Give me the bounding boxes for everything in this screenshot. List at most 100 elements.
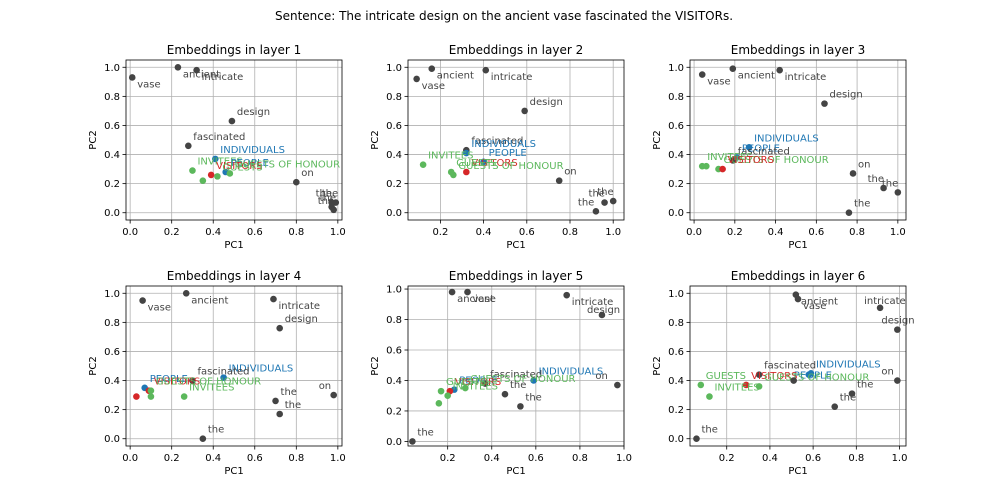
y-tick-label: 0.2: [386, 406, 402, 417]
x-tick-label: 0.8: [848, 453, 864, 464]
point-label: intricate: [491, 72, 533, 83]
data-point: [180, 393, 188, 400]
x-tick-label: 0.0: [122, 227, 138, 238]
data-point: [330, 391, 337, 399]
data-point: [563, 291, 570, 299]
x-tick-label: 0.2: [727, 227, 743, 238]
panel-2: 0.2 0.4 0.6 0.8 1.0 0.0 0.2 0.4 0.6 0.8 1.0 vaseanc…: [370, 43, 625, 251]
point-label: fascinated: [193, 132, 245, 143]
data-point: [517, 403, 524, 410]
point-label: the: [525, 392, 541, 403]
point-label: VISITORS: [216, 161, 262, 172]
point-label: on: [564, 167, 576, 178]
panel-3: 0.0 0.2 0.4 0.6 0.8 1.0 0.0 0.2 0.4 0.6 0.8 1.0 vase…: [652, 43, 907, 251]
data-point: [226, 170, 234, 177]
point-label: the: [322, 189, 338, 200]
data-point: [706, 393, 713, 400]
data-point: [614, 381, 621, 389]
data-point: [419, 161, 427, 169]
x-tick-label: 0.2: [719, 453, 735, 464]
x-tick-label: 1.0: [892, 453, 908, 464]
y-tick-label: 0.8: [386, 315, 402, 326]
data-point: [464, 288, 471, 296]
data-point: [703, 162, 710, 170]
y-axis-label: PC2: [88, 130, 99, 149]
y-tick-label: 0.4: [386, 376, 402, 387]
data-point: [409, 438, 416, 445]
point-label: vase: [137, 79, 160, 90]
x-axis-label: PC1: [788, 240, 807, 251]
point-label: the: [316, 189, 332, 200]
y-tick-label: 0.8: [668, 92, 684, 103]
point-label: vase: [148, 303, 171, 314]
data-point: [330, 206, 337, 214]
point-label: PEOPLE: [742, 143, 780, 154]
x-tick-label: 1.0: [605, 227, 621, 238]
y-tick-label: 0.8: [386, 92, 402, 103]
point-label: intricate: [864, 296, 906, 307]
point-label: VISITORS: [728, 155, 774, 166]
data-point: [821, 100, 828, 107]
x-axis-label: PC1: [224, 240, 243, 251]
point-label: vase: [473, 294, 496, 305]
x-axis-label: PC1: [224, 466, 243, 477]
x-tick-label: 1.0: [890, 227, 906, 238]
y-tick-label: 0.2: [668, 405, 684, 416]
point-label: the: [417, 427, 433, 438]
point-label: on: [319, 381, 331, 392]
point-label: intricate: [202, 72, 244, 83]
y-axis-label: PC2: [652, 130, 663, 149]
data-point: [189, 167, 196, 174]
panel-4: 0.0 0.2 0.4 0.6 0.8 1.0 0.0 0.2 0.4 0.6 0.8 1.0 vase…: [88, 269, 346, 477]
data-point: [212, 155, 219, 163]
point-label: GUESTS OF HONOUR: [724, 155, 829, 166]
data-point: [437, 387, 445, 395]
data-point: [228, 117, 236, 125]
point-label: GUESTS OF HONOUR: [458, 161, 563, 172]
y-tick-label: 1.0: [668, 63, 684, 74]
data-point: [755, 371, 763, 379]
data-point: [880, 184, 887, 192]
panel-title: Embeddings in layer 4: [167, 269, 301, 283]
point-label: intricate: [572, 297, 614, 308]
point-label: the: [208, 425, 224, 436]
point-label: INVITEES: [197, 157, 242, 168]
x-tick-label: 0.2: [164, 227, 180, 238]
y-tick-label: 1.0: [386, 63, 402, 74]
data-point: [189, 377, 196, 384]
y-axis-label: PC2: [88, 356, 99, 375]
point-label: the: [285, 400, 301, 411]
point-label: PEOPLE: [489, 148, 527, 159]
data-point: [845, 209, 853, 217]
point-label: fascinated: [738, 146, 790, 157]
y-tick-label: 1.0: [668, 289, 684, 300]
data-point: [831, 403, 839, 411]
point-label: ancient: [183, 69, 220, 80]
data-point: [719, 165, 726, 173]
x-tick-label: 0.2: [432, 227, 448, 238]
y-axis-label: PC2: [370, 356, 381, 375]
point-label: the: [840, 393, 856, 404]
point-label: vase: [707, 77, 730, 88]
point-label: INVITEES: [189, 383, 234, 394]
data-point: [805, 371, 813, 379]
y-tick-label: 0.6: [668, 347, 684, 358]
x-tick-label: 0.8: [288, 453, 304, 464]
x-axis-label: PC1: [506, 466, 525, 477]
data-point: [435, 400, 443, 407]
point-label: PEOPLE: [231, 158, 269, 169]
point-label: the: [510, 380, 526, 391]
point-label: the: [318, 196, 334, 207]
panel-5: 0.2 0.4 0.6 0.8 1.0 0.0 0.2 0.4 0.6 0.8 1.0 ancient…: [370, 269, 632, 477]
figure-suptitle: Sentence: The intricate design on the an…: [275, 9, 733, 23]
point-label: ancient: [457, 294, 494, 305]
data-point: [147, 393, 155, 400]
point-label: GUESTS: [706, 371, 746, 382]
x-tick-label: 0.6: [528, 453, 544, 464]
point-label: on: [595, 371, 607, 382]
data-point: [182, 289, 190, 297]
data-point: [609, 197, 617, 205]
x-tick-label: 0.0: [686, 227, 702, 238]
point-label: GUESTS OF HONOUR: [235, 159, 340, 170]
panel-title: Embeddings in layer 2: [449, 43, 583, 57]
